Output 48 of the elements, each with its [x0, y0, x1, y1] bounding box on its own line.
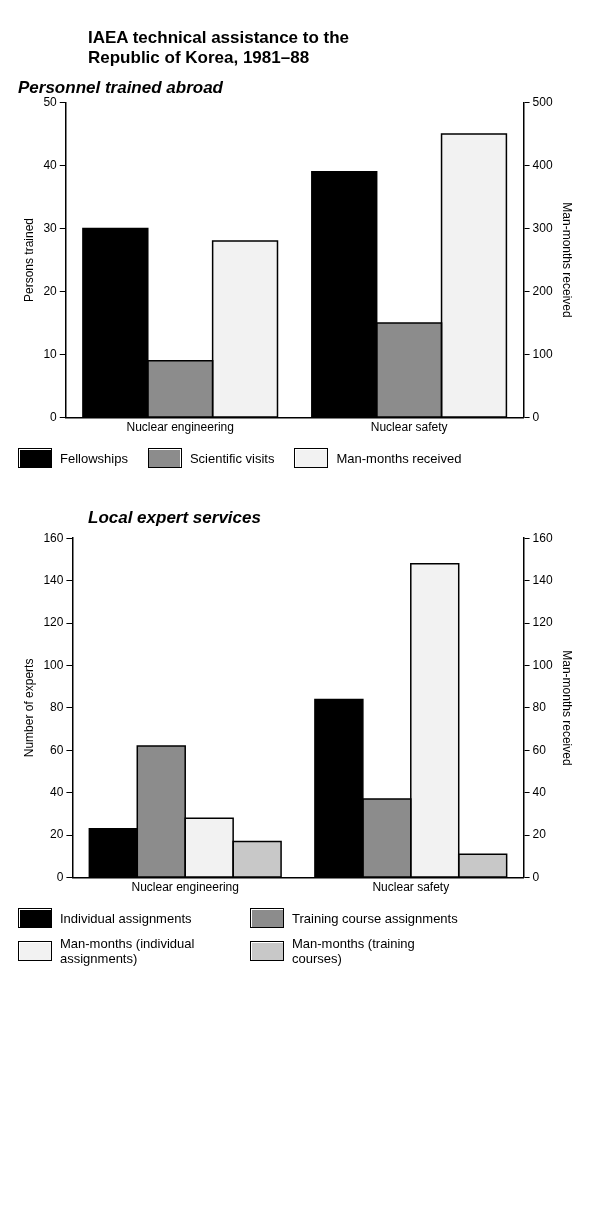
x-tick-label: Nuclear safety [370, 420, 448, 435]
y-tick-label: 40 [50, 785, 64, 800]
legend-label: Fellowships [60, 450, 128, 466]
y-tick-label: 0 [50, 409, 58, 424]
legend-label: Individual assignments [60, 910, 192, 926]
legend-label: Training course assignments [292, 910, 458, 926]
y2-tick-label: 200 [532, 283, 553, 298]
y-tick-label: 10 [43, 346, 58, 361]
y2-tick-label: 80 [532, 700, 547, 715]
y-tick-label: 100 [43, 657, 64, 672]
legend-label: Scientific visits [189, 450, 275, 466]
chart-title: Local expert services [88, 508, 262, 528]
x-tick-label: Nuclear engineering [126, 420, 234, 435]
y2-tick-label: 100 [532, 346, 553, 361]
legend-label: Man-months (individual assignments) [60, 936, 196, 966]
x-tick-label: Nuclear safety [372, 880, 450, 895]
y2-axis-title: Man-months received [560, 202, 575, 318]
y2-tick-label: 140 [532, 572, 553, 587]
y-tick-label: 160 [43, 530, 64, 545]
y2-tick-label: 100 [532, 657, 553, 672]
y-tick-label: 50 [43, 94, 58, 109]
y-tick-label: 120 [43, 615, 64, 630]
y2-tick-label: 0 [532, 409, 540, 424]
legend-label: Man-months received [336, 450, 462, 466]
y-axis-title: Persons trained [21, 217, 36, 303]
y-tick-label: 30 [43, 220, 58, 235]
x-tick-label: Nuclear engineering [131, 880, 239, 895]
y2-tick-label: 120 [532, 615, 553, 630]
y-tick-label: 20 [43, 283, 58, 298]
y2-tick-label: 400 [532, 157, 553, 172]
y-tick-label: 40 [43, 157, 58, 172]
y2-tick-label: 0 [532, 869, 540, 884]
y2-tick-label: 40 [532, 785, 547, 800]
y-tick-label: 140 [43, 572, 64, 587]
y2-axis-title: Man-months received [560, 650, 575, 766]
y-tick-label: 20 [50, 827, 64, 842]
chart-title: IAEA technical assistance to the Republic of Korea, 1981–88 [88, 28, 351, 68]
y-tick-label: 0 [56, 869, 64, 884]
y-axis-title: Number of experts [21, 658, 36, 758]
y-tick-label: 60 [50, 742, 64, 757]
y2-tick-label: 20 [532, 827, 547, 842]
y-tick-label: 80 [50, 700, 64, 715]
y2-tick-label: 60 [532, 742, 547, 757]
y2-tick-label: 160 [532, 530, 553, 545]
legend-label: Man-months (training courses) [292, 936, 416, 966]
y2-tick-label: 500 [532, 94, 553, 109]
y2-tick-label: 300 [532, 220, 553, 235]
chart-subtitle: Personnel trained abroad [18, 77, 224, 97]
